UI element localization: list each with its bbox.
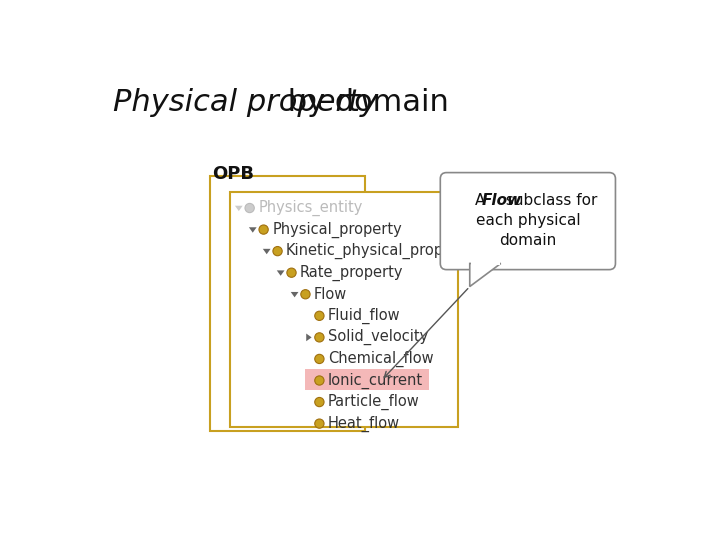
Text: Heat_flow: Heat_flow — [328, 415, 400, 431]
Circle shape — [315, 311, 324, 320]
Circle shape — [315, 333, 324, 342]
Polygon shape — [263, 249, 271, 254]
Polygon shape — [249, 227, 256, 233]
Text: by domain: by domain — [277, 88, 449, 117]
Circle shape — [245, 204, 254, 213]
Circle shape — [301, 289, 310, 299]
Circle shape — [315, 397, 324, 407]
Text: Ionic_current: Ionic_current — [328, 373, 423, 389]
Bar — [305, 369, 429, 390]
Text: Physical property: Physical property — [113, 88, 378, 117]
FancyBboxPatch shape — [441, 173, 616, 269]
Text: Chemical_flow: Chemical_flow — [328, 351, 433, 367]
Text: Rate_property: Rate_property — [300, 265, 403, 281]
Text: Fluid_flow: Fluid_flow — [328, 308, 400, 324]
Polygon shape — [276, 271, 284, 276]
Text: domain: domain — [499, 233, 557, 248]
Polygon shape — [291, 292, 299, 298]
Text: Flow: Flow — [482, 193, 521, 208]
Polygon shape — [469, 264, 500, 287]
Circle shape — [315, 419, 324, 428]
Circle shape — [259, 225, 269, 234]
Text: Flow: Flow — [314, 287, 347, 302]
Bar — [230, 192, 458, 427]
Circle shape — [287, 268, 296, 278]
Circle shape — [315, 376, 324, 385]
Text: Solid_velocity: Solid_velocity — [328, 329, 428, 346]
Polygon shape — [306, 334, 312, 341]
Text: OPB: OPB — [212, 165, 254, 183]
Bar — [471, 262, 500, 265]
Text: subclass for: subclass for — [500, 193, 597, 208]
Polygon shape — [235, 206, 243, 211]
Text: Physics_entity: Physics_entity — [258, 200, 363, 216]
Text: Kinetic_physical_property: Kinetic_physical_property — [286, 243, 474, 259]
Text: Particle_flow: Particle_flow — [328, 394, 420, 410]
Text: A: A — [475, 193, 490, 208]
Bar — [210, 177, 365, 430]
Circle shape — [273, 247, 282, 256]
Text: each physical: each physical — [476, 213, 580, 228]
Circle shape — [315, 354, 324, 363]
Text: Physical_property: Physical_property — [272, 221, 402, 238]
